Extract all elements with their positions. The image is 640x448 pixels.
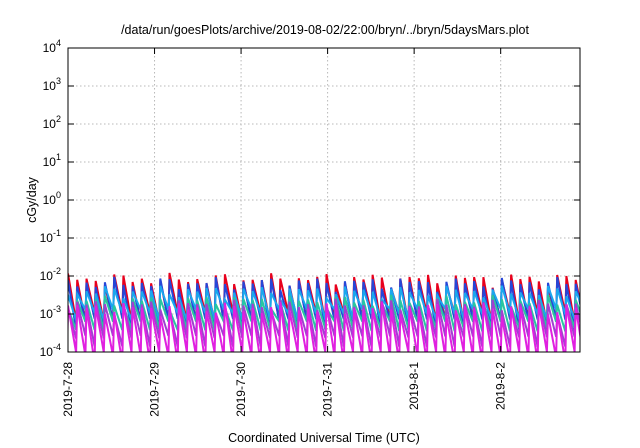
x-tick-label: 2019-8-1 <box>407 362 421 410</box>
y-tick-label: 103 <box>43 76 61 93</box>
y-tick-label: 101 <box>43 152 61 169</box>
y-tick-label: 102 <box>43 114 61 131</box>
x-tick-label: 2019-7-31 <box>321 362 335 417</box>
y-tick-label: 10-3 <box>40 304 61 321</box>
y-axis-label: cGy/day <box>25 176 39 223</box>
data-series-line <box>68 302 580 352</box>
x-tick-label: 2019-7-28 <box>61 362 75 417</box>
y-tick-label: 10-2 <box>40 266 61 283</box>
y-tick-label: 10-4 <box>40 342 61 359</box>
y-tick-label: 104 <box>43 38 61 55</box>
chart-title: /data/run/goesPlots/archive/2019-08-02/2… <box>121 23 529 37</box>
x-tick-label: 2019-8-2 <box>494 362 508 410</box>
y-tick-label: 10-1 <box>40 228 61 245</box>
y-tick-label: 100 <box>43 190 61 207</box>
x-tick-label: 2019-7-29 <box>148 362 162 417</box>
x-axis-label: Coordinated Universal Time (UTC) <box>228 431 420 445</box>
x-tick-label: 2019-7-30 <box>234 362 248 417</box>
